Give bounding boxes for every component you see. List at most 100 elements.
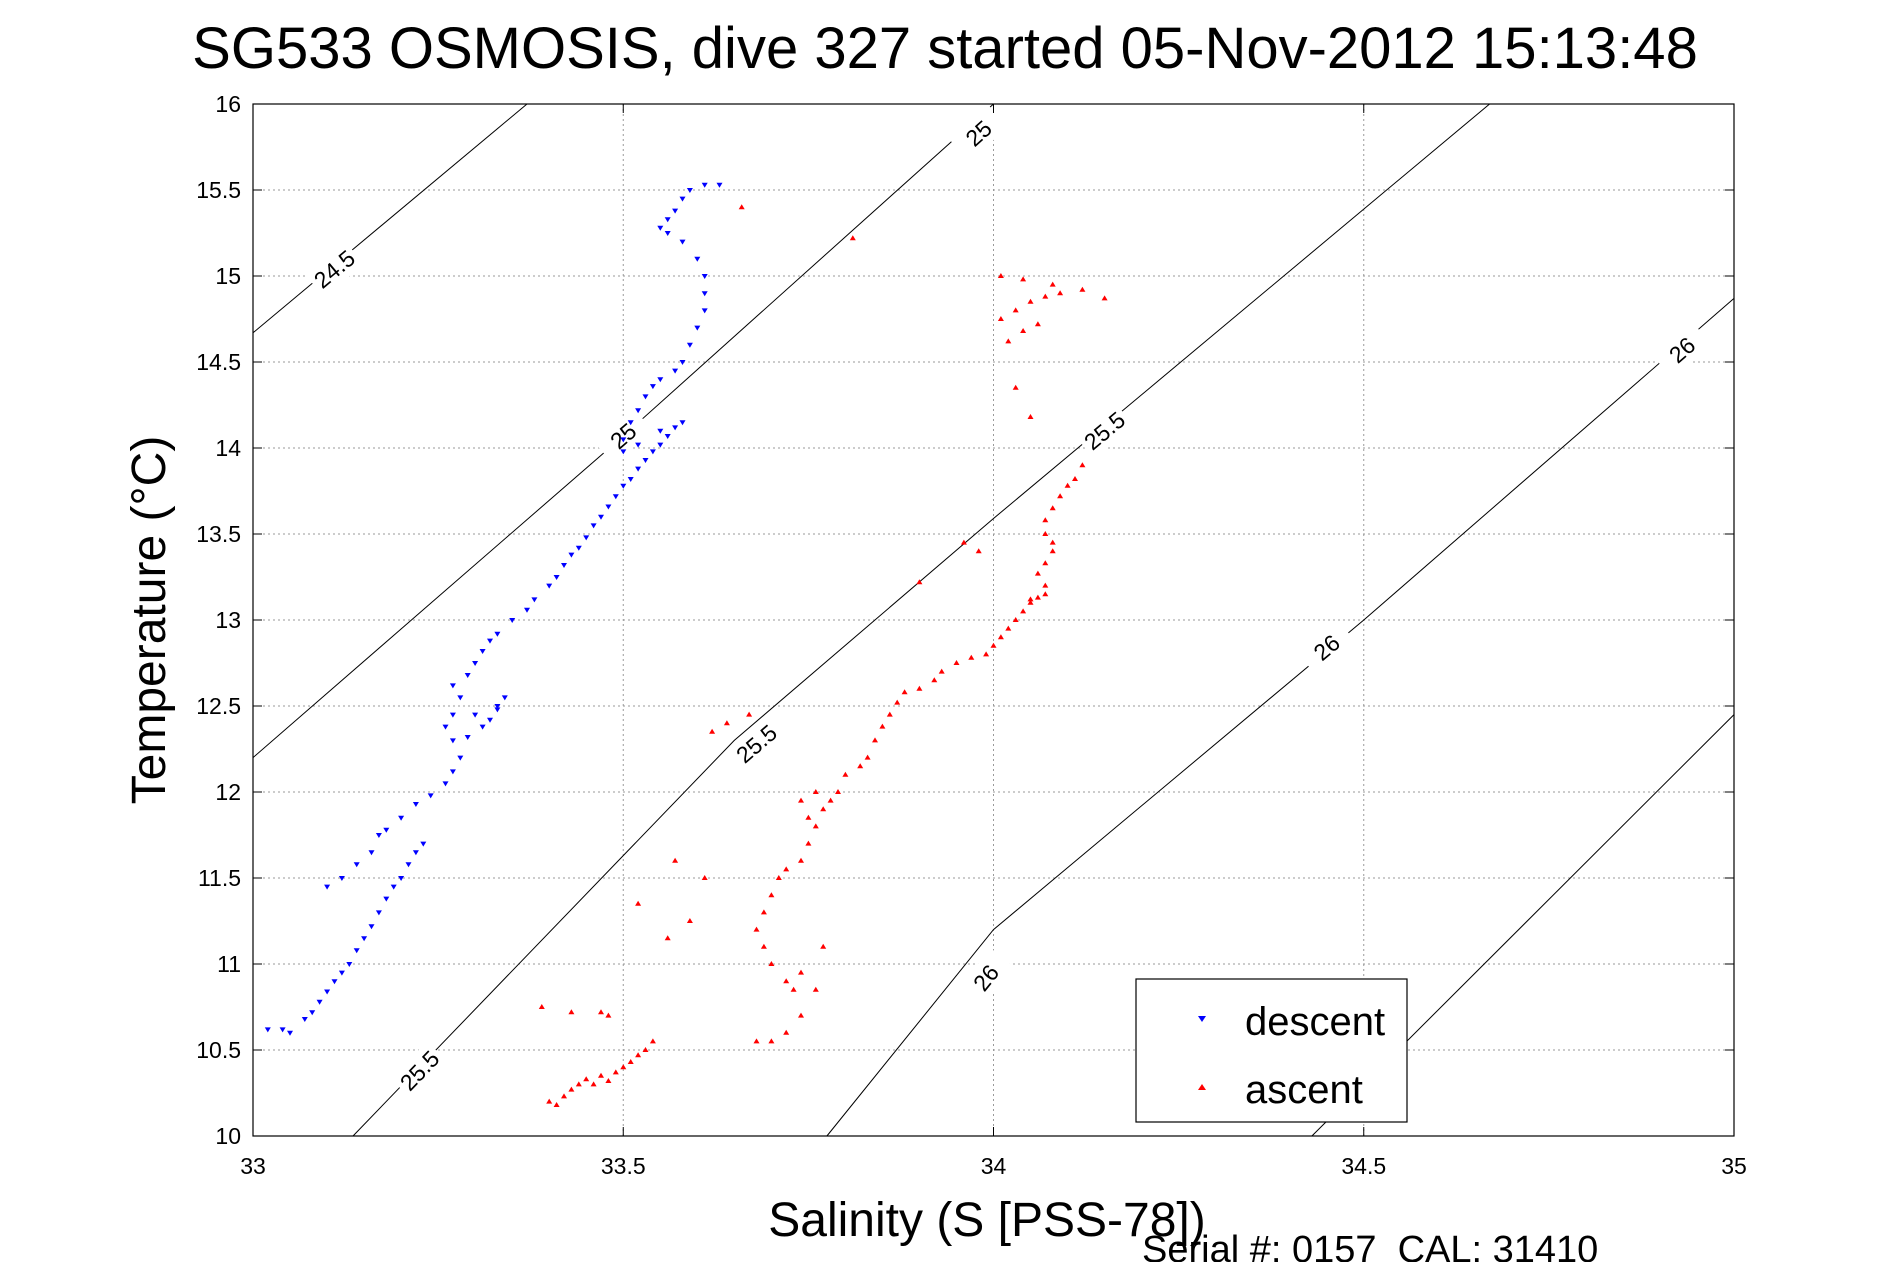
descent-point — [427, 793, 434, 799]
descent-point — [338, 970, 345, 976]
ascent-point — [1042, 531, 1049, 536]
ascent-point — [1034, 321, 1041, 327]
descent-point — [583, 535, 590, 541]
descent-point — [590, 523, 597, 529]
ascent-point — [1034, 570, 1041, 576]
descent-point — [627, 420, 634, 426]
descent-point — [375, 833, 382, 838]
ascent-point — [546, 1098, 553, 1104]
descent-point — [494, 631, 501, 637]
descent-point — [324, 989, 331, 995]
y-axis-label: Temperature (°C) — [123, 436, 176, 805]
contour-label-bg — [593, 407, 653, 465]
ascent-point — [1005, 625, 1012, 631]
legend-ascent-label: ascent — [1245, 1068, 1363, 1112]
ascent-point — [672, 857, 679, 863]
descent-point — [649, 384, 656, 390]
contour-label-bg — [1075, 402, 1135, 460]
legend: descent ascent — [1135, 978, 1408, 1123]
ascent-point — [938, 668, 945, 674]
descent-point — [605, 504, 612, 510]
ascent-point — [575, 1081, 582, 1087]
descent-point — [412, 850, 419, 856]
descent-point — [701, 274, 708, 279]
descent-point — [353, 862, 360, 868]
descent-point — [635, 442, 642, 448]
ascent-point — [1012, 384, 1019, 390]
ascent-point — [1057, 493, 1064, 499]
descent-point — [449, 738, 456, 744]
descent-point — [657, 428, 664, 434]
ascent-point — [990, 642, 997, 648]
descent-point — [472, 661, 479, 666]
ascent-point — [872, 737, 878, 743]
y-tick-label: 12 — [215, 779, 241, 805]
ascent-point — [783, 866, 790, 872]
x-tick-label: 33 — [240, 1153, 266, 1179]
ascent-point — [1027, 599, 1034, 605]
ascent-point — [620, 1064, 627, 1070]
contour-label-bg — [390, 1041, 449, 1100]
ascent-point — [627, 1059, 634, 1064]
descent-point — [398, 815, 405, 821]
descent-point — [457, 755, 464, 761]
descent-point — [672, 208, 679, 214]
x-tick-label: 33.5 — [601, 1153, 646, 1179]
ascent-point — [568, 1009, 575, 1015]
descent-point — [575, 545, 582, 551]
descent-point — [635, 408, 642, 414]
ascent-point — [1064, 482, 1071, 488]
ascent-point — [701, 875, 708, 880]
ascent-point — [1042, 517, 1049, 523]
descent-point — [449, 712, 456, 718]
descent-point — [368, 924, 375, 930]
descent-point — [694, 325, 701, 331]
ascent-point — [864, 754, 871, 760]
descent-point — [494, 704, 501, 709]
descent-point — [664, 231, 671, 236]
y-tick-label: 14.5 — [196, 349, 241, 375]
descent-point — [361, 936, 368, 942]
ascent-point — [760, 909, 767, 915]
descent-point — [686, 188, 693, 193]
descent-point — [398, 876, 405, 881]
y-tick-label: 16 — [215, 91, 241, 117]
ascent-point — [649, 1038, 656, 1044]
ascent-point — [1042, 591, 1049, 597]
ascent-point — [1027, 596, 1034, 602]
contour-label-bg — [304, 240, 365, 298]
ascent-point — [790, 986, 797, 992]
contour-label-bg — [949, 104, 1009, 162]
ascent-point — [997, 316, 1004, 321]
ascent-point — [538, 1004, 545, 1009]
y-tick-label: 15.5 — [196, 177, 241, 203]
descent-point — [301, 1017, 308, 1022]
descent-point — [701, 182, 708, 188]
ascent-point — [1049, 505, 1056, 511]
descent-point — [412, 802, 419, 807]
ascent-point — [1049, 539, 1056, 545]
ascent-point — [842, 771, 849, 777]
ascent-point — [1027, 298, 1034, 304]
ascent-point — [997, 273, 1004, 278]
descent-point — [405, 862, 412, 868]
ascent-point — [894, 699, 901, 705]
descent-point — [279, 1027, 286, 1033]
ascent-point — [968, 654, 975, 660]
ascent-point — [709, 728, 716, 734]
descent-point — [716, 182, 723, 188]
ascent-point — [568, 1086, 575, 1092]
x-axis: 33 33.5 34 34.5 35 — [240, 104, 1747, 1179]
legend-descent-label: descent — [1245, 1000, 1385, 1044]
ascent-point — [805, 814, 812, 820]
y-tick-label: 13.5 — [196, 521, 241, 547]
ascent-point — [1005, 338, 1012, 344]
descent-point — [531, 597, 538, 603]
ascent-point — [901, 689, 908, 695]
ascent-point — [783, 1029, 790, 1035]
descent-point — [457, 695, 464, 701]
descent-point — [686, 342, 693, 348]
ascent-point — [1101, 295, 1108, 301]
y-axis: 10 10.5 11 11.5 12 12.5 13 13.5 14 14.5 15 15.5 16 — [196, 91, 1734, 1149]
